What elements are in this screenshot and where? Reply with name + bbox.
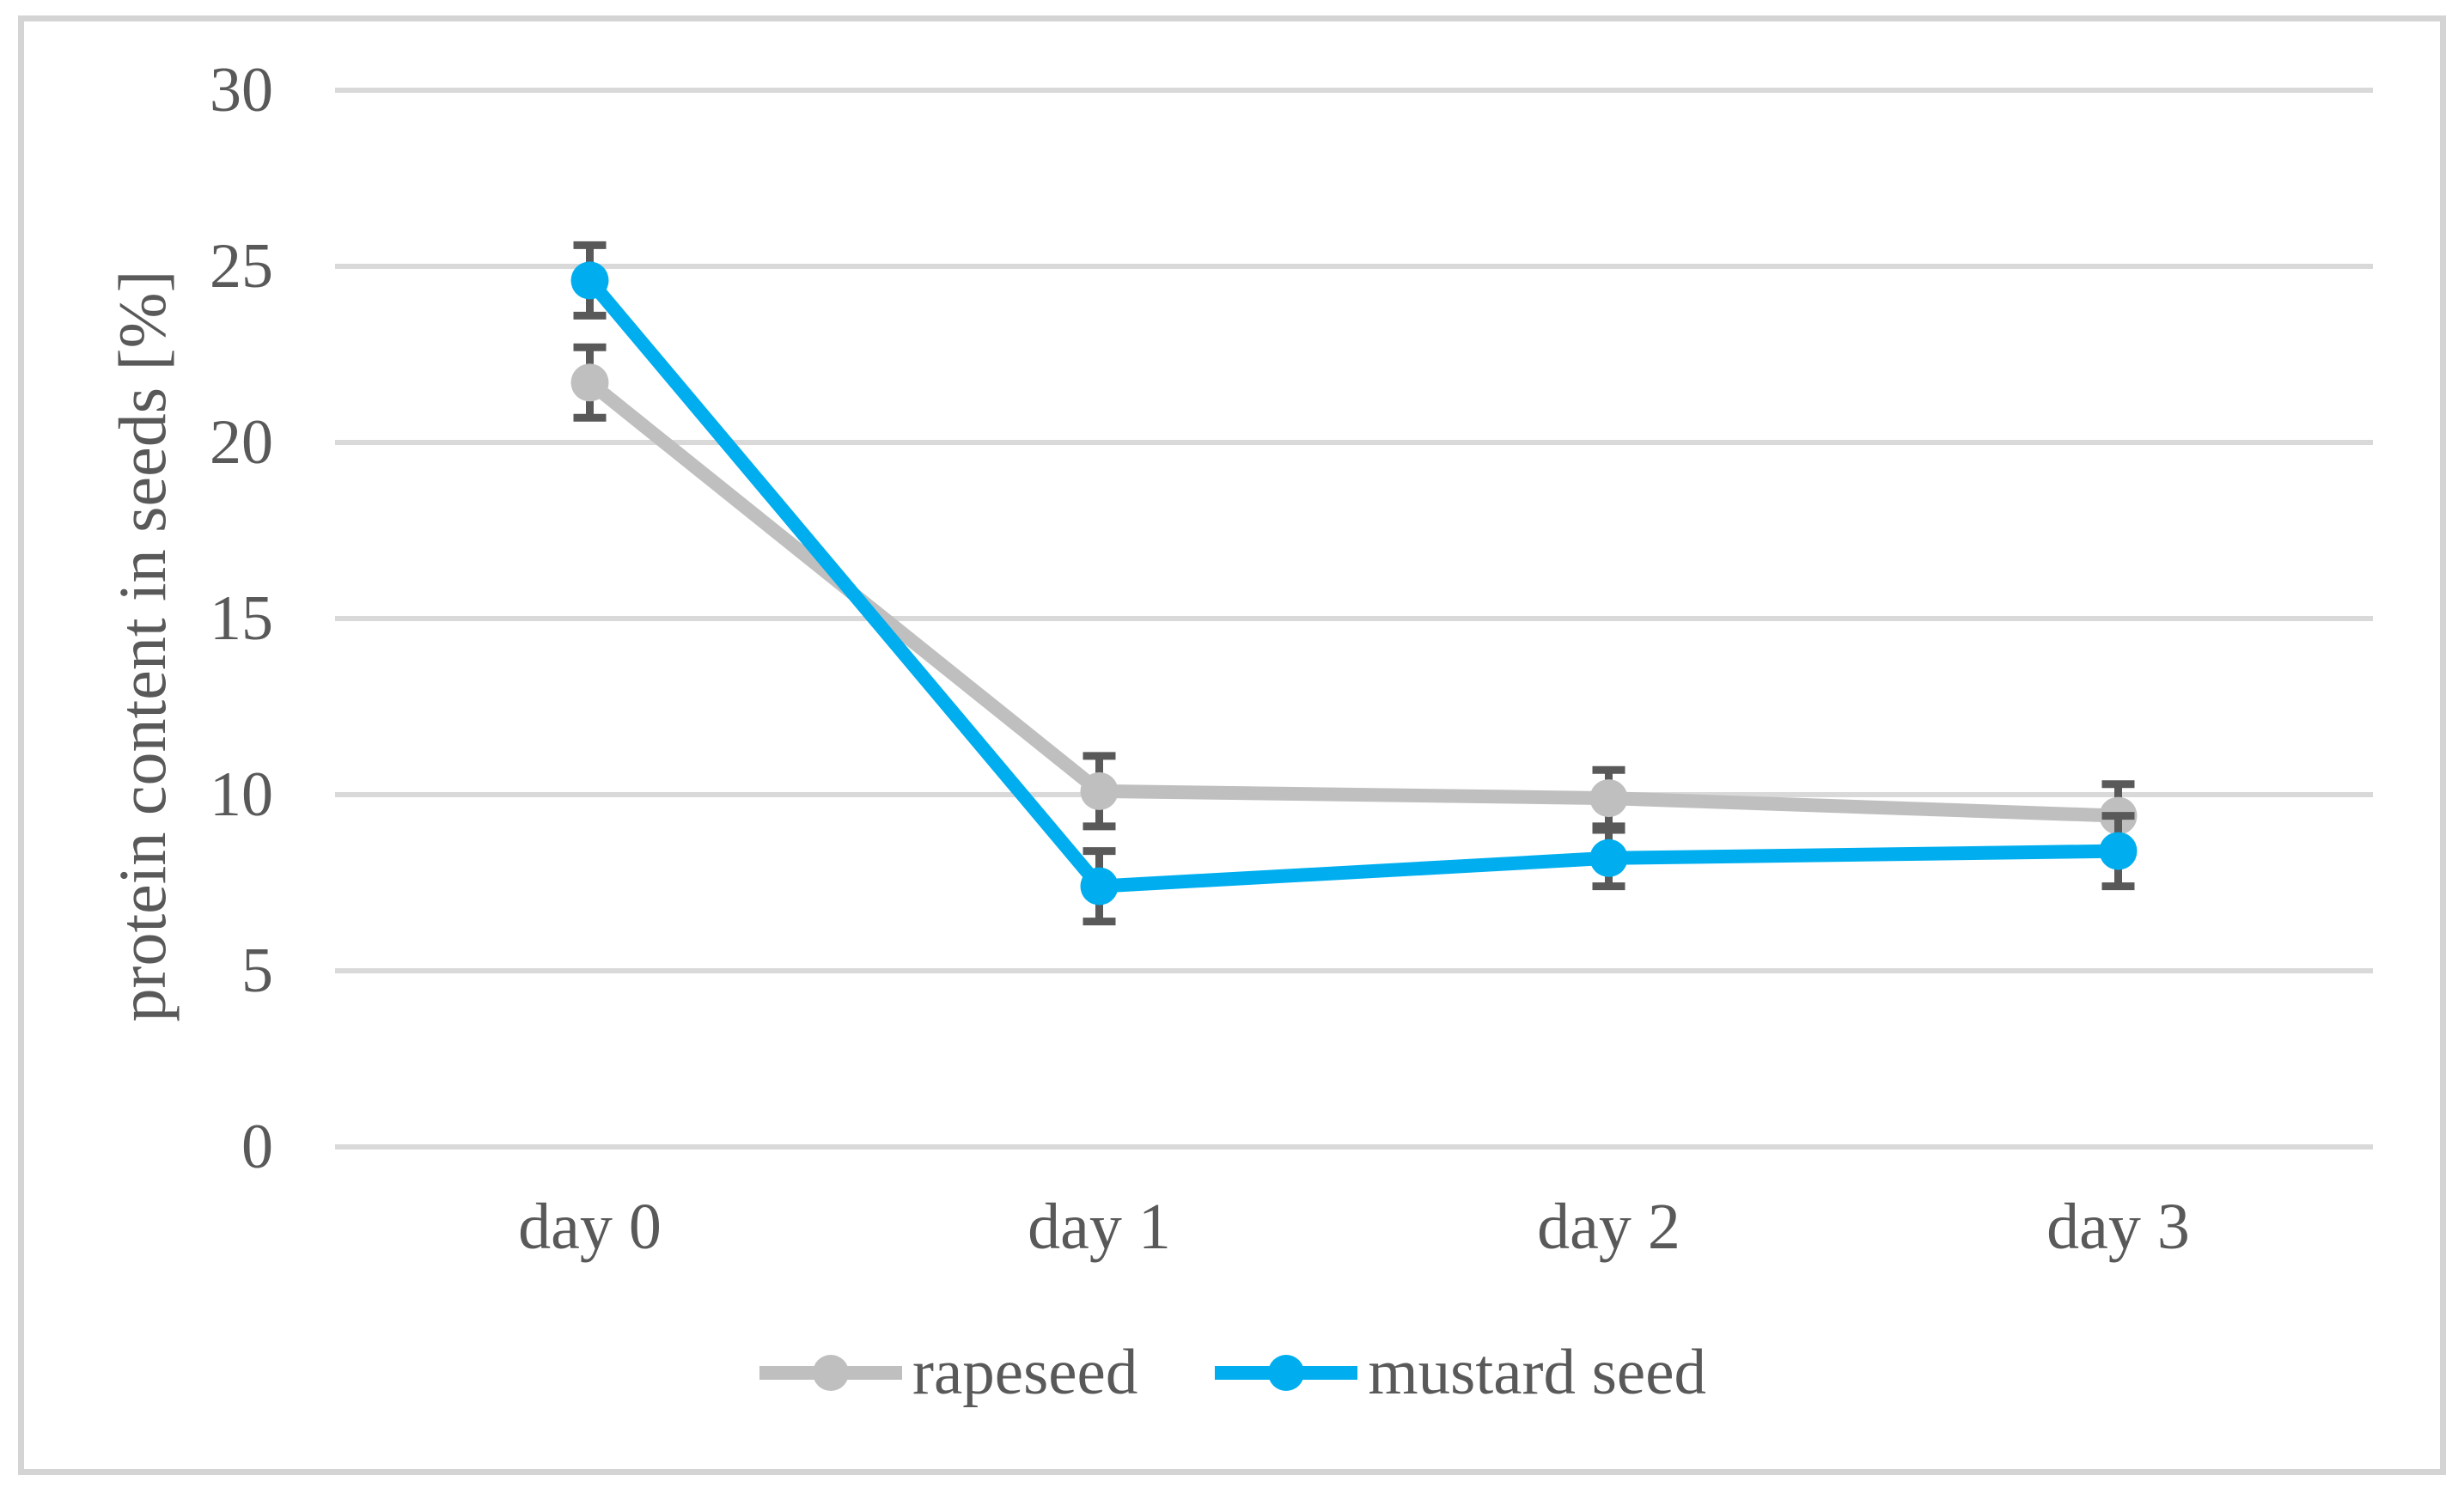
legend-circle bbox=[813, 1355, 850, 1391]
y-tick-label-10: 10 bbox=[210, 759, 273, 830]
series-rapeseed bbox=[570, 343, 2138, 851]
error-bars-rapeseed bbox=[573, 343, 2135, 851]
y-tick-label-20: 20 bbox=[210, 407, 273, 478]
data-point-marker-rapeseed-2 bbox=[1589, 779, 1628, 818]
series-mustard-seed bbox=[570, 241, 2138, 926]
y-tick-label-15: 15 bbox=[210, 583, 273, 654]
chart-border bbox=[18, 15, 2446, 1475]
legend-label-rapeseed: rapeseed bbox=[912, 1337, 1138, 1408]
legend: rapeseed mustard seed bbox=[0, 1339, 2464, 1407]
legend-circle bbox=[1268, 1355, 1305, 1391]
y-tick-label-0: 0 bbox=[241, 1112, 273, 1182]
legend-marker-mustard-seed bbox=[1215, 1355, 1358, 1391]
x-axis-label-1: day 1 bbox=[1028, 1191, 1171, 1263]
legend-item-rapeseed: rapeseed bbox=[758, 1339, 1137, 1406]
x-axis-label-0: day 0 bbox=[518, 1191, 662, 1263]
y-tick-label-25: 25 bbox=[210, 231, 273, 302]
data-point-marker-rapeseed-0 bbox=[570, 363, 609, 402]
data-point-marker-rapeseed-1 bbox=[1080, 771, 1119, 810]
data-point-marker-mustard-seed-1 bbox=[1080, 867, 1119, 906]
legend-label-mustard-seed: mustard seed bbox=[1368, 1337, 1706, 1408]
series-line-mustard-seed bbox=[582, 273, 2126, 893]
series-layer bbox=[570, 241, 2138, 926]
y-tick-label-30: 30 bbox=[210, 55, 273, 125]
legend-marker-rapeseed bbox=[759, 1355, 903, 1391]
gridlines bbox=[335, 88, 2373, 1149]
x-axis-label-3: day 3 bbox=[2046, 1191, 2190, 1263]
series-line-rapeseed bbox=[582, 375, 2126, 823]
data-point-marker-mustard-seed-0 bbox=[570, 261, 609, 300]
y-axis-title: protein content in seeds [%] bbox=[105, 270, 180, 1022]
x-axis-label-2: day 2 bbox=[1537, 1191, 1680, 1263]
legend-item-mustard-seed: mustard seed bbox=[1213, 1339, 1706, 1406]
data-point-marker-mustard-seed-2 bbox=[1589, 838, 1628, 877]
y-tick-label-5: 5 bbox=[241, 936, 273, 1006]
error-bars-mustard-seed bbox=[573, 241, 2135, 926]
data-point-marker-mustard-seed-3 bbox=[2099, 832, 2138, 870]
